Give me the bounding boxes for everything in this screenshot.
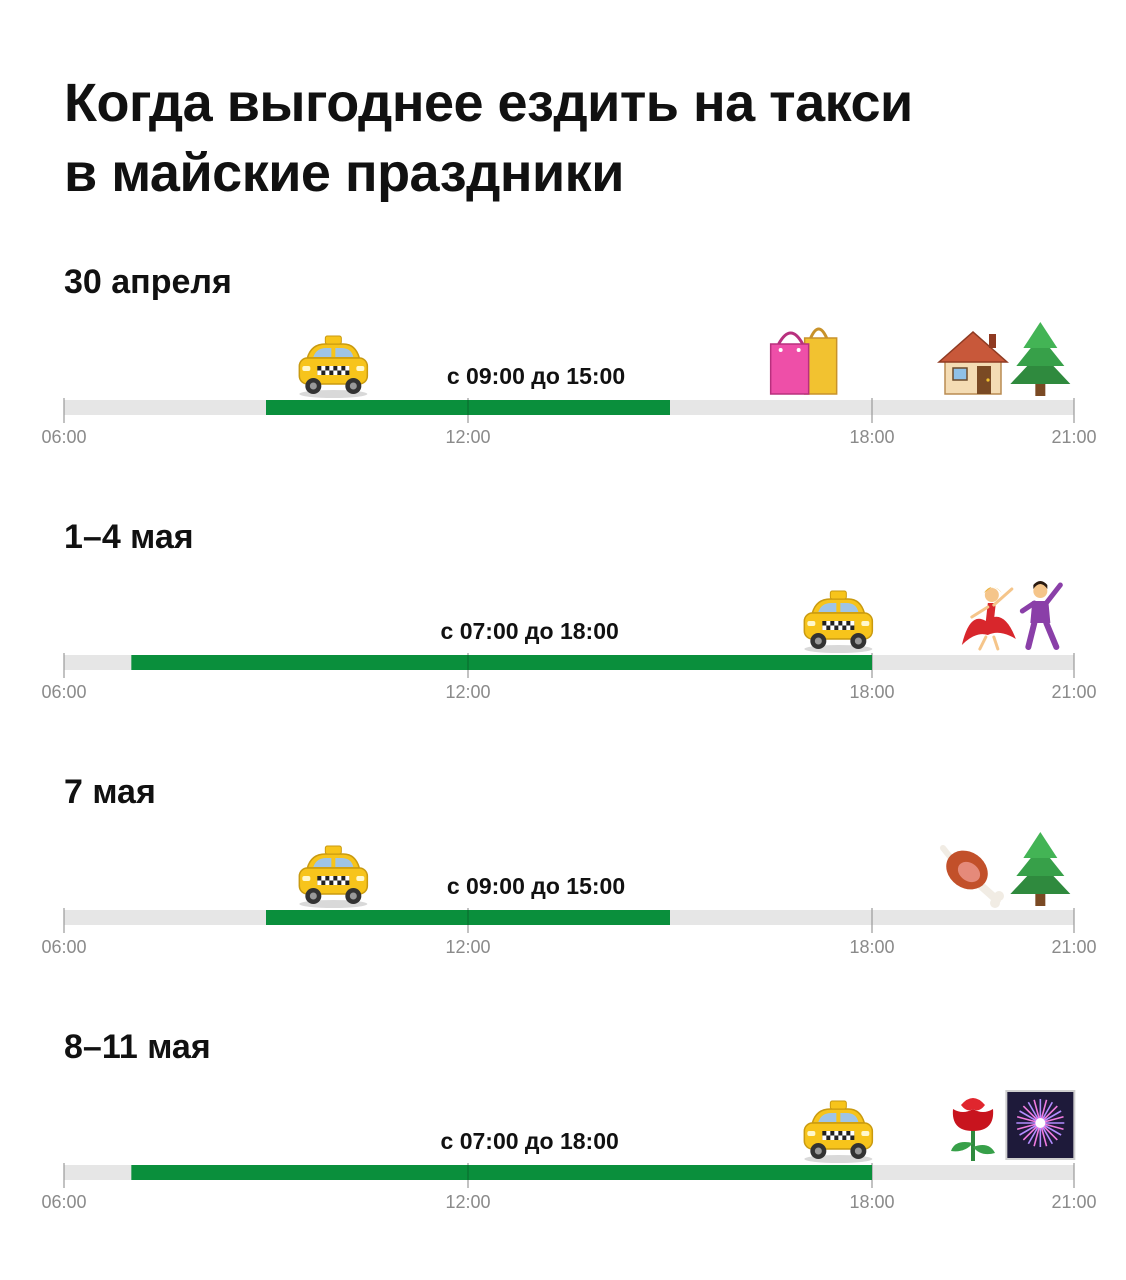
tick-label: 21:00 [1051,427,1096,447]
fireworks-icon [1005,1090,1076,1160]
timeline-svg: 06:00 12:00 18:00 21:00 с 09:00 до 15:00 [41,832,1097,957]
tick-label: 18:00 [849,1192,894,1212]
section-label: 8–11 мая [64,1028,211,1066]
timeline-svg: 06:00 12:00 18:00 21:00 с 09:00 до 15:00 [41,322,1097,447]
timeline-section: 8–11 мая 06:00 12:00 18:00 21:00 с 07:00 до 1… [0,1027,1126,1247]
tick-label: 06:00 [41,1192,86,1212]
section-label: 30 апреля [64,263,232,301]
range-label: с 07:00 до 18:00 [441,1128,619,1154]
tick-label: 18:00 [849,682,894,702]
taxi-icon [298,845,369,908]
tick-label: 21:00 [1051,937,1096,957]
taxi-icon [803,590,874,653]
range-label: с 07:00 до 18:00 [441,618,619,644]
title-line-1: Когда выгоднее ездить на такси [64,73,913,133]
range-label: с 09:00 до 15:00 [447,363,625,389]
tick-label: 12:00 [445,682,490,702]
tick-label: 12:00 [445,937,490,957]
dancing-woman-icon [961,587,1016,651]
house-icon [937,330,1009,395]
tick-label: 06:00 [41,427,86,447]
tick-label: 12:00 [445,1192,490,1212]
range-bar [131,1165,873,1180]
timeline-section: 30 апреля 06:00 12:00 18:00 21:00 с 09:00 до … [0,262,1126,482]
page-title: Когда выгоднее ездить на такси в майские… [64,68,913,208]
range-bar [131,655,873,670]
shopping-bags-icon [769,327,838,395]
dancing-man-icon [1019,581,1063,650]
fir-tree-icon [1010,322,1071,396]
meat-on-bone-icon [940,845,1004,908]
timeline-svg: 06:00 12:00 18:00 21:00 с 07:00 до 18:00 [41,1090,1097,1212]
section-label: 7 мая [64,773,156,811]
taxi-icon [803,1100,874,1163]
timeline-svg: 06:00 12:00 18:00 21:00 с 07:00 до 18:00 [41,581,1097,702]
tick-label: 18:00 [849,427,894,447]
tick-label: 21:00 [1051,682,1096,702]
taxi-icon [298,335,369,398]
tick-label: 21:00 [1051,1192,1096,1212]
timeline-section: 1–4 мая 06:00 12:00 18:00 21:00 с 07:00 до 18… [0,517,1126,737]
section-label: 1–4 мая [64,518,194,556]
tick-label: 06:00 [41,937,86,957]
tick-label: 18:00 [849,937,894,957]
tick-label: 12:00 [445,427,490,447]
rose-icon [951,1098,995,1161]
timeline-section: 7 мая 06:00 12:00 18:00 21:00 с 09:00 до 15:0… [0,772,1126,992]
range-label: с 09:00 до 15:00 [447,873,625,899]
fir-tree-icon [1010,832,1071,906]
title-line-2: в майские праздники [64,143,624,203]
tick-label: 06:00 [41,682,86,702]
